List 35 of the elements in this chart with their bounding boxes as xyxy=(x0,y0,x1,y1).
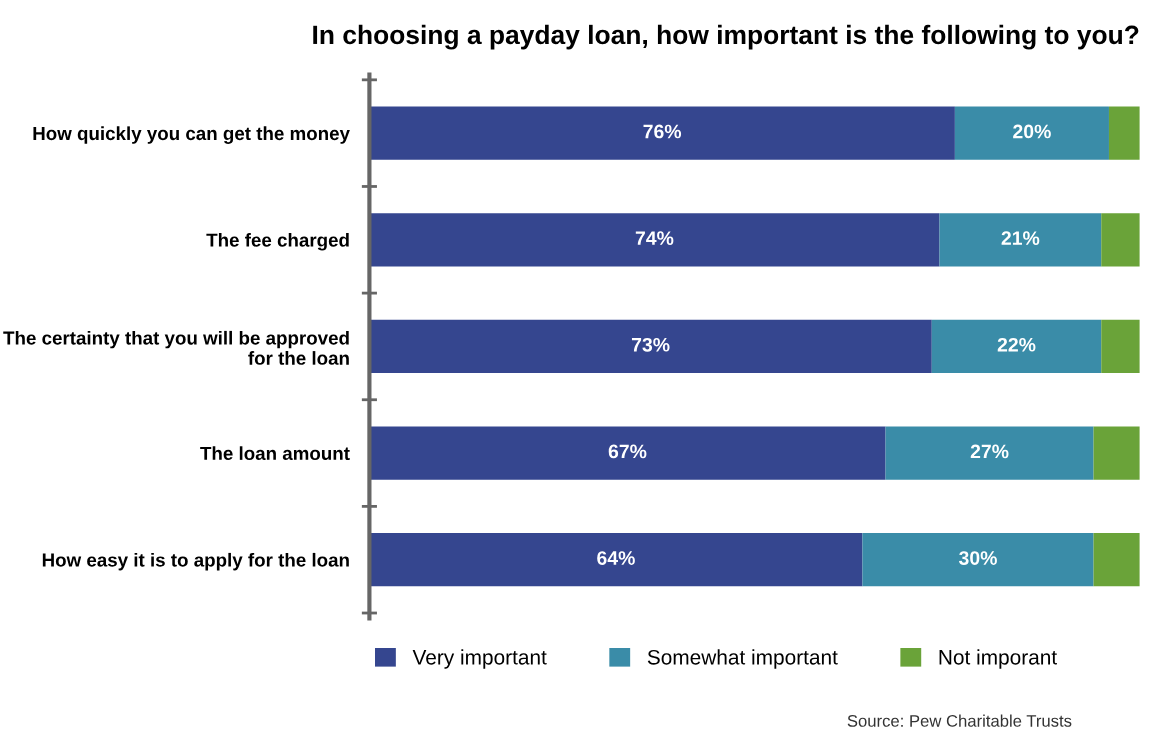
bar xyxy=(1093,533,1140,587)
data-label: 20% xyxy=(1013,124,1051,139)
data-label: 30% xyxy=(958,551,997,565)
legend-label: Not imporant xyxy=(939,649,1057,669)
legend-label: Very important xyxy=(412,649,547,669)
y-tick-label: How quickly you can get the money xyxy=(33,126,350,144)
y-tick-label: The certainty that you will be approved for the loan xyxy=(3,330,349,365)
data-label: 67% xyxy=(608,444,647,459)
data-label: 76% xyxy=(643,124,682,139)
bar xyxy=(369,533,863,587)
data-label: 22% xyxy=(997,337,1036,352)
y-tick-label: The loan amount xyxy=(200,446,350,461)
chart-title: In choosing a payday loan, how important is the following to you? xyxy=(313,24,1139,50)
legend-label: Somewhat important xyxy=(647,649,838,669)
bar xyxy=(954,106,1109,160)
data-label: 64% xyxy=(597,551,635,565)
source-note: Source: Pew Charitable Trusts xyxy=(847,714,1072,727)
bar xyxy=(931,319,1102,374)
bar xyxy=(885,426,1094,480)
data-label: 27% xyxy=(970,444,1009,459)
y-tick-label: How easy it is to apply for the loan xyxy=(42,552,349,571)
data-label: 21% xyxy=(1001,231,1040,245)
bar xyxy=(369,106,955,160)
bar xyxy=(1093,426,1140,480)
data-label: 74% xyxy=(635,231,674,245)
data-label: 73% xyxy=(631,337,670,352)
bar xyxy=(1101,319,1140,374)
bar xyxy=(369,426,886,480)
bar xyxy=(1108,106,1140,160)
bar xyxy=(369,213,940,267)
bar xyxy=(1101,213,1140,267)
y-tick-label: The fee charged xyxy=(206,232,349,251)
bar xyxy=(369,319,932,374)
bar xyxy=(939,213,1102,267)
bar xyxy=(862,533,1094,587)
